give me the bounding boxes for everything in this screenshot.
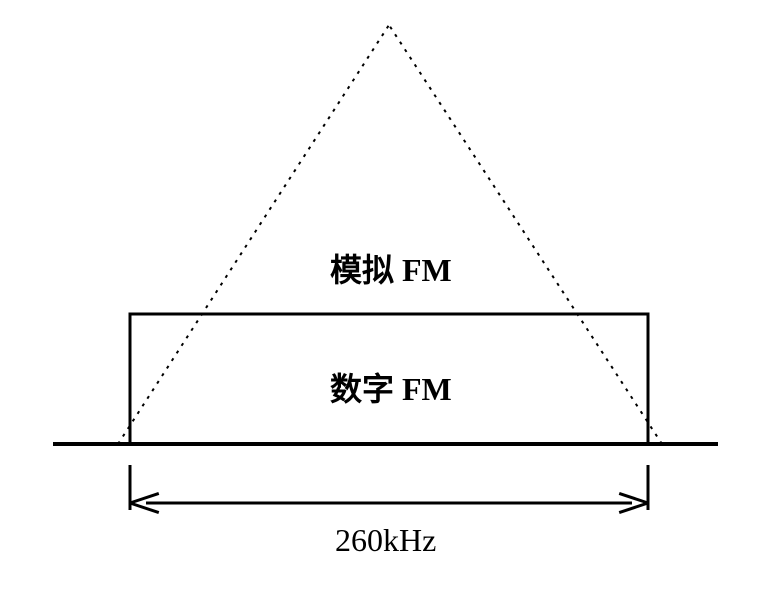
digital-fm-label: 数字 FM bbox=[330, 364, 452, 410]
bandwidth-label: 260kHz bbox=[335, 522, 436, 559]
diagram-svg bbox=[0, 0, 773, 609]
diagram-container: 模拟 FM 数字 FM 260kHz bbox=[0, 0, 773, 609]
analog-fm-label: 模拟 FM bbox=[330, 245, 452, 291]
